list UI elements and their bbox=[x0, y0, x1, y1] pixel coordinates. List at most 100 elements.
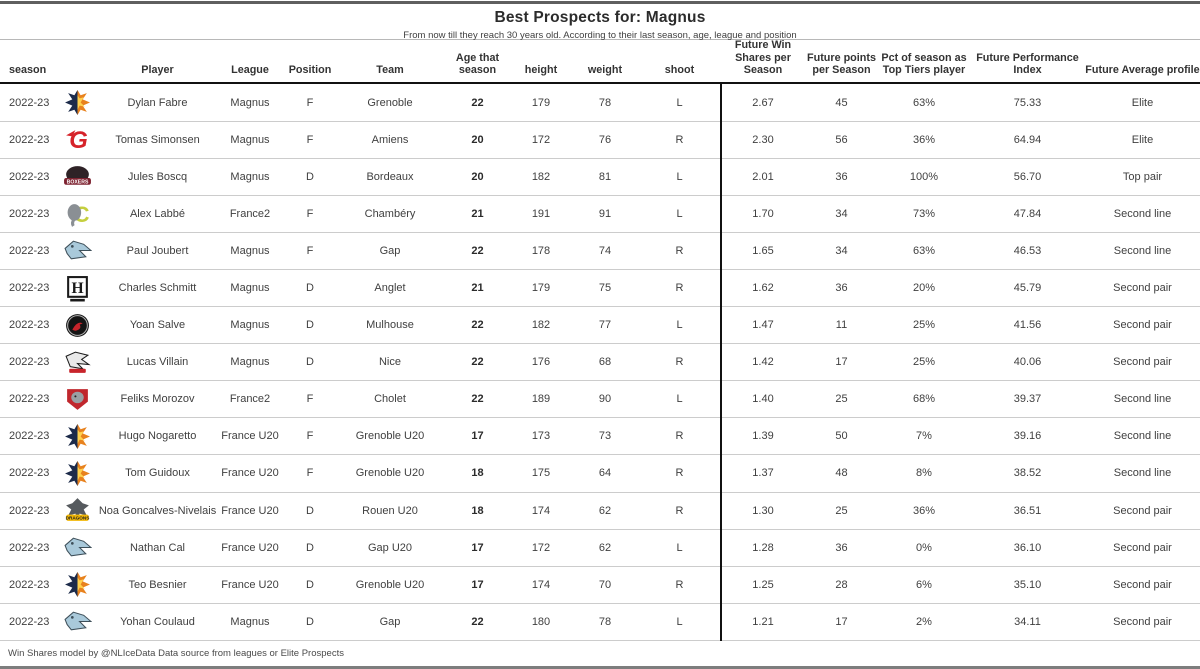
cell-season: 2022-23 bbox=[9, 615, 50, 628]
cell-league: Magnus bbox=[230, 170, 270, 183]
cell-profile: Second pair bbox=[1113, 319, 1172, 332]
cell-age: 22 bbox=[471, 96, 484, 109]
column-header-fpts: Future points per Season bbox=[807, 51, 876, 77]
column-header-season: season bbox=[9, 64, 47, 77]
gap-logo-icon bbox=[55, 535, 100, 560]
cell-pct: 63% bbox=[912, 96, 936, 109]
cell-team: Amiens bbox=[371, 133, 409, 146]
cell-fpi: 34.11 bbox=[1014, 615, 1041, 628]
table-row: 2022-23 G Tomas Simonsen Magnus F Amiens 20 1… bbox=[0, 122, 1200, 159]
cell-fpts: 56 bbox=[835, 133, 848, 146]
cell-weight: 68 bbox=[598, 356, 612, 369]
cell-position: D bbox=[306, 356, 314, 369]
column-header-player: Player bbox=[141, 64, 174, 77]
cell-profile: Elite bbox=[1131, 133, 1154, 146]
cell-player: Jules Boscq bbox=[127, 170, 188, 183]
cell-league: Magnus bbox=[230, 356, 270, 369]
mulhouse-logo-icon bbox=[55, 312, 100, 339]
cell-player: Alex Labbé bbox=[129, 207, 186, 220]
cell-profile: Second pair bbox=[1113, 615, 1172, 628]
cell-league: France U20 bbox=[221, 578, 279, 591]
cell-shoot: R bbox=[675, 467, 684, 480]
table-row: 2022-23 Teo Besnier France U20 D Grenoble U… bbox=[0, 567, 1200, 604]
cell-team: Mulhouse bbox=[366, 319, 414, 332]
cell-league: Magnus bbox=[230, 615, 270, 628]
cell-age: 17 bbox=[471, 430, 484, 443]
column-header-shoot: shoot bbox=[664, 64, 695, 77]
cell-season: 2022-23 bbox=[9, 541, 50, 554]
cell-pct: 100% bbox=[909, 170, 939, 183]
cell-team: Gap U20 bbox=[367, 541, 413, 554]
cell-league: France2 bbox=[229, 207, 271, 220]
column-header-fws: Future Win Shares per Season bbox=[734, 38, 792, 77]
cell-age: 22 bbox=[471, 615, 484, 628]
cell-team: Grenoble U20 bbox=[355, 578, 425, 591]
column-header-profile: Future Average profile bbox=[1085, 64, 1200, 77]
cell-profile: Second pair bbox=[1113, 504, 1172, 517]
table-row: 2022-23 BOXERS Jules Boscq Magnus D Bordeaux… bbox=[0, 159, 1200, 196]
cell-team: Anglet bbox=[374, 282, 406, 295]
cell-player: Nathan Cal bbox=[129, 541, 186, 554]
cell-fws: 2.30 bbox=[752, 133, 774, 146]
cell-shoot: L bbox=[676, 207, 683, 220]
cell-fpi: 39.16 bbox=[1013, 430, 1042, 443]
anglet-logo-icon: H bbox=[55, 275, 100, 302]
cell-fpts: 25 bbox=[835, 393, 848, 406]
cell-age: 17 bbox=[471, 541, 484, 554]
cell-season: 2022-23 bbox=[9, 244, 50, 257]
cell-season: 2022-23 bbox=[9, 393, 50, 406]
cell-height: 174 bbox=[531, 578, 551, 591]
cell-weight: 70 bbox=[598, 578, 612, 591]
cell-player: Tom Guidoux bbox=[125, 467, 190, 480]
cell-team: Rouen U20 bbox=[362, 504, 418, 517]
cell-age: 21 bbox=[471, 282, 484, 295]
cell-team: Nice bbox=[378, 356, 401, 369]
cell-height: 176 bbox=[531, 356, 551, 369]
cell-weight: 62 bbox=[598, 504, 612, 517]
cell-player: Paul Joubert bbox=[126, 244, 189, 257]
cell-fpi: 39.37 bbox=[1013, 393, 1042, 406]
footer-note: Win Shares model by @NLIceData Data sour… bbox=[8, 648, 344, 659]
cell-profile: Second pair bbox=[1113, 578, 1172, 591]
table-row: 2022-23 Dylan Fabre Magnus F Grenoble 22 179 7… bbox=[0, 85, 1200, 122]
cell-fpi: 40.06 bbox=[1013, 356, 1042, 369]
cell-age: 20 bbox=[471, 170, 484, 183]
cell-height: 191 bbox=[531, 207, 551, 220]
cell-league: Magnus bbox=[230, 244, 270, 257]
cell-shoot: L bbox=[676, 541, 683, 554]
cell-season: 2022-23 bbox=[9, 133, 50, 146]
table-row: 2022-23 Hugo Nogaretto France U20 F Grenobl… bbox=[0, 418, 1200, 456]
cell-player: Yoan Salve bbox=[129, 319, 186, 332]
cell-player: Feliks Morozov bbox=[120, 393, 195, 406]
table-row: 2022-23 Nathan Cal France U20 D Gap U20 17 17… bbox=[0, 530, 1200, 567]
cell-height: 182 bbox=[531, 319, 551, 332]
grenoble-logo-icon bbox=[55, 89, 100, 116]
cell-position: F bbox=[306, 207, 314, 220]
cell-shoot: R bbox=[675, 356, 684, 369]
cell-fpts: 17 bbox=[835, 615, 848, 628]
cell-pct: 6% bbox=[916, 578, 932, 591]
page-subtitle: From now till they reach 30 years old. A… bbox=[403, 30, 797, 41]
cell-fpi: 35.10 bbox=[1013, 578, 1042, 591]
amiens-logo-icon: G bbox=[55, 126, 100, 153]
cell-weight: 90 bbox=[598, 393, 612, 406]
cell-player: Lucas Villain bbox=[126, 356, 189, 369]
cell-season: 2022-23 bbox=[9, 504, 50, 517]
cell-pct: 20% bbox=[912, 282, 936, 295]
cell-height: 175 bbox=[531, 467, 551, 480]
grenoble-logo-icon bbox=[55, 460, 100, 487]
cell-position: D bbox=[306, 282, 314, 295]
cell-league: Magnus bbox=[230, 96, 270, 109]
cell-profile: Second line bbox=[1113, 393, 1172, 406]
cell-fws: 1.28 bbox=[752, 541, 774, 554]
cell-profile: Second line bbox=[1113, 244, 1172, 257]
svg-text:DRAGONS: DRAGONS bbox=[66, 516, 90, 521]
cell-age: 22 bbox=[471, 319, 484, 332]
cell-weight: 64 bbox=[598, 467, 612, 480]
table-row: 2022-23 DRAGONS Noa Goncalves-Nivelais Fra… bbox=[0, 493, 1200, 530]
column-header-height: height bbox=[524, 64, 558, 77]
cell-position: D bbox=[306, 170, 314, 183]
cell-fws: 1.40 bbox=[752, 393, 774, 406]
cell-season: 2022-23 bbox=[9, 578, 50, 591]
